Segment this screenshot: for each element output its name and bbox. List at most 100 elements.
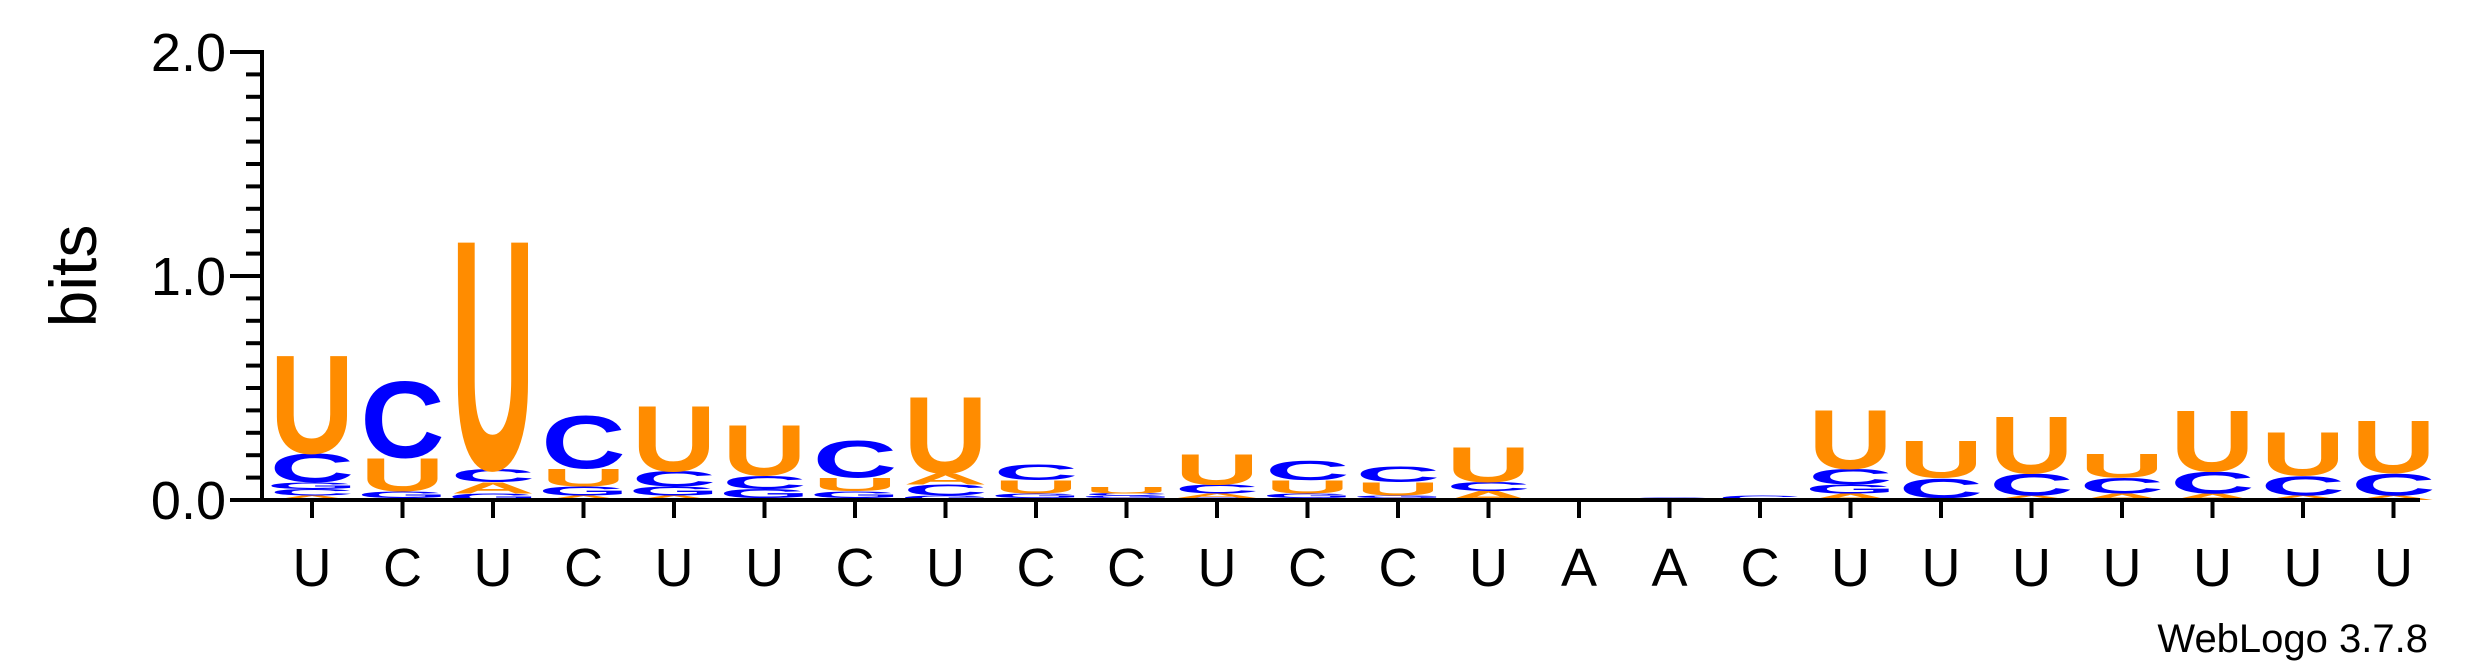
x-category-label: U: [1469, 538, 1508, 598]
logo-letter-G: G: [538, 484, 629, 498]
logo-letter-U: U: [1265, 476, 1349, 497]
logo-letter-C: C: [1446, 480, 1530, 494]
logo-letter-C: C: [2351, 468, 2435, 503]
weblogo-credit: WebLogo 3.7.8: [2157, 617, 2428, 661]
logo-letter-C: C: [813, 430, 897, 489]
logo-letter-C: C: [632, 467, 716, 492]
logo-letter-U: U: [903, 374, 987, 496]
logo-letter-A: A: [2351, 494, 2435, 501]
logo-letter-G: G: [448, 491, 539, 502]
logo-letter-C: C: [1356, 462, 1440, 487]
y-axis-label: bits: [36, 225, 110, 328]
logo-column: ACU: [2170, 392, 2254, 502]
x-category-label: U: [293, 538, 332, 598]
x-category-label: U: [2193, 538, 2232, 598]
logo-letter-U: U: [1899, 430, 1983, 489]
logo-letter-G: G: [1353, 495, 1444, 498]
logo-letter-C: C: [1989, 468, 2073, 503]
logo-letter-A: A: [1175, 492, 1259, 499]
x-category-label: U: [1831, 538, 1870, 598]
logo-column: ACU: [2080, 447, 2164, 502]
logo-letter-A: A: [2080, 491, 2164, 502]
logo-stacks: ACGCUAGUCGACUAGUCAGCUAGCUAGUCGCAUAGUCAGC…: [267, 173, 2436, 539]
logo-letter-A: A: [632, 494, 716, 501]
logo-letter-U: U: [1356, 478, 1440, 499]
logo-letter-A: A: [2261, 494, 2345, 501]
x-category-label: C: [1379, 538, 1418, 598]
logo-letter-C: C: [270, 445, 354, 491]
x-category-label: U: [2284, 538, 2323, 598]
logo-letter-C: C: [2261, 470, 2345, 502]
logo-letter-U: U: [1084, 485, 1168, 496]
logo-letter-C: C: [1175, 482, 1259, 496]
logo-letter-G: G: [900, 494, 991, 501]
logo-letter-A: A: [1989, 494, 2073, 501]
x-category-label: A: [1561, 538, 1597, 598]
logo-letter-U: U: [2080, 447, 2164, 485]
logo-letter-U: U: [2351, 405, 2435, 489]
logo-letter-C: C: [451, 465, 535, 486]
logo-letter-C: C: [360, 359, 444, 481]
logo-letter-U: U: [722, 410, 806, 491]
x-category-label: U: [2012, 538, 2051, 598]
x-category-label: C: [1288, 538, 1327, 598]
x-category-label: C: [1017, 538, 1056, 598]
logo-letter-U: U: [1175, 445, 1259, 494]
logo-column: C: [1718, 494, 1802, 501]
logo-letter-A: A: [2170, 491, 2254, 502]
logo-letter-C: C: [722, 472, 806, 493]
x-category-label: U: [2103, 538, 2142, 598]
logo-letter-A: A: [1808, 491, 1892, 502]
logo-letter-U: U: [2170, 392, 2254, 490]
logo-letter-A: A: [451, 479, 535, 496]
x-category-label: C: [836, 538, 875, 598]
logo-column: ACU: [1989, 400, 2073, 502]
y-tick-label: 1.0: [151, 247, 226, 307]
logo-letter-C: C: [1265, 454, 1349, 486]
logo-letter-G: G: [719, 486, 810, 500]
logo-column: ACU: [1446, 437, 1530, 502]
logo-letter-U: U: [451, 173, 535, 539]
x-category-label: C: [1107, 538, 1146, 598]
logo-letter-C: C: [541, 401, 625, 485]
logo-letter-A: A: [903, 470, 987, 487]
logo-letter-G: G: [1081, 495, 1172, 498]
logo-letter-U: U: [813, 474, 897, 495]
x-category-label: U: [1922, 538, 1961, 598]
logo-letter-G: G: [629, 484, 720, 498]
x-category-label: C: [383, 538, 422, 598]
y-axis: 0.0 1.0 2.0: [151, 23, 264, 531]
x-category-label: U: [926, 538, 965, 598]
logo-letter-U: U: [994, 476, 1078, 497]
x-category-label: C: [1741, 538, 1780, 598]
x-category-label: U: [2374, 538, 2413, 598]
logo-letter-U: U: [270, 327, 354, 484]
x-category-label: U: [745, 538, 784, 598]
logo-letter-C: C: [2170, 465, 2254, 500]
logo-letter-C: C: [994, 460, 1078, 485]
logo-column: ACU: [1899, 430, 1983, 504]
logo-letter-U: U: [541, 464, 625, 492]
logo-letter-U: U: [1989, 400, 2073, 491]
logo-letter-C: C: [1084, 493, 1168, 496]
logo-letter-U: U: [2261, 419, 2345, 489]
x-category-label: U: [474, 538, 513, 598]
logo-letter-C: C: [903, 481, 987, 498]
logo-letter-G: G: [357, 489, 448, 500]
logo-column: ACU: [2351, 405, 2435, 502]
logo-letter-U: U: [1808, 392, 1892, 487]
logo-letter-A: A: [541, 494, 625, 501]
logo-letter-C: C: [270, 487, 354, 498]
x-category-label: U: [1198, 538, 1237, 598]
